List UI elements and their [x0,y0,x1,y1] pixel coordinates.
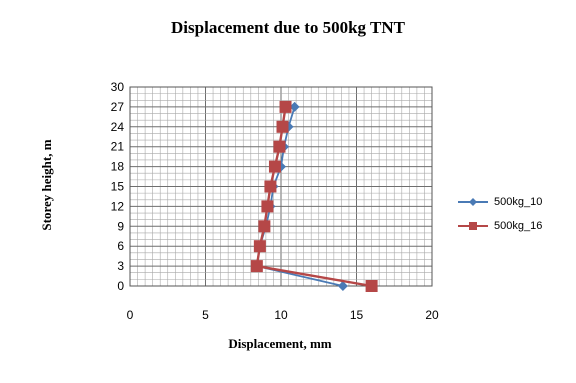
y-tick-label: 6 [117,239,124,253]
data-point-500kg_16 [268,160,281,173]
grid [129,86,433,287]
legend-label-500kg-10: 500kg_10 [494,196,543,208]
data-point-500kg_16 [365,280,378,292]
legend-swatch-500kg-16 [458,222,488,230]
y-tick-label: 12 [111,199,125,213]
data-point-500kg_16 [264,180,277,193]
data-point-500kg_16 [279,100,292,113]
y-tick-label: 0 [117,279,124,293]
y-tick-label: 3 [117,259,124,273]
y-axis-label: Storey height, m [39,139,54,231]
legend-swatch-500kg-10 [458,198,488,206]
legend-label-500kg-16: 500kg_16 [494,220,543,232]
x-tick-label: 15 [350,308,364,322]
data-point-500kg_10 [337,281,348,291]
legend: 500kg_10 500kg_16 [458,192,568,240]
y-tick-label: 15 [111,180,125,194]
y-tick-label: 9 [117,219,124,233]
data-point-500kg_16 [253,240,266,253]
y-tick-label: 18 [111,160,125,174]
x-axis-label: Displacement, mm [228,336,332,351]
data-point-500kg_10 [289,101,300,112]
chart-title: Displacement due to 500kg TNT [171,18,405,37]
legend-item-500kg-10: 500kg_10 [458,192,568,212]
series-line-500kg_16 [255,106,372,288]
y-tick-label: 24 [111,120,125,134]
x-tick-label: 20 [425,308,439,322]
legend-item-500kg-16: 500kg_16 [458,216,568,236]
x-tick-label: 10 [274,308,288,322]
axes: 0 3 6 9 12 15 18 21 24 27 30 0 5 10 15 20 [111,80,439,322]
data-point-500kg_16 [276,120,289,133]
y-tick-label: 27 [111,100,125,114]
series [250,100,378,292]
x-tick-label: 0 [127,308,134,322]
data-point-500kg_16 [258,220,271,233]
data-point-500kg_16 [250,260,263,273]
x-tick-label: 5 [202,308,209,322]
data-point-500kg_16 [273,140,286,153]
data-point-500kg_16 [261,200,274,213]
y-tick-label: 30 [111,80,125,94]
y-tick-label: 21 [111,140,125,154]
plot-border [129,86,433,287]
